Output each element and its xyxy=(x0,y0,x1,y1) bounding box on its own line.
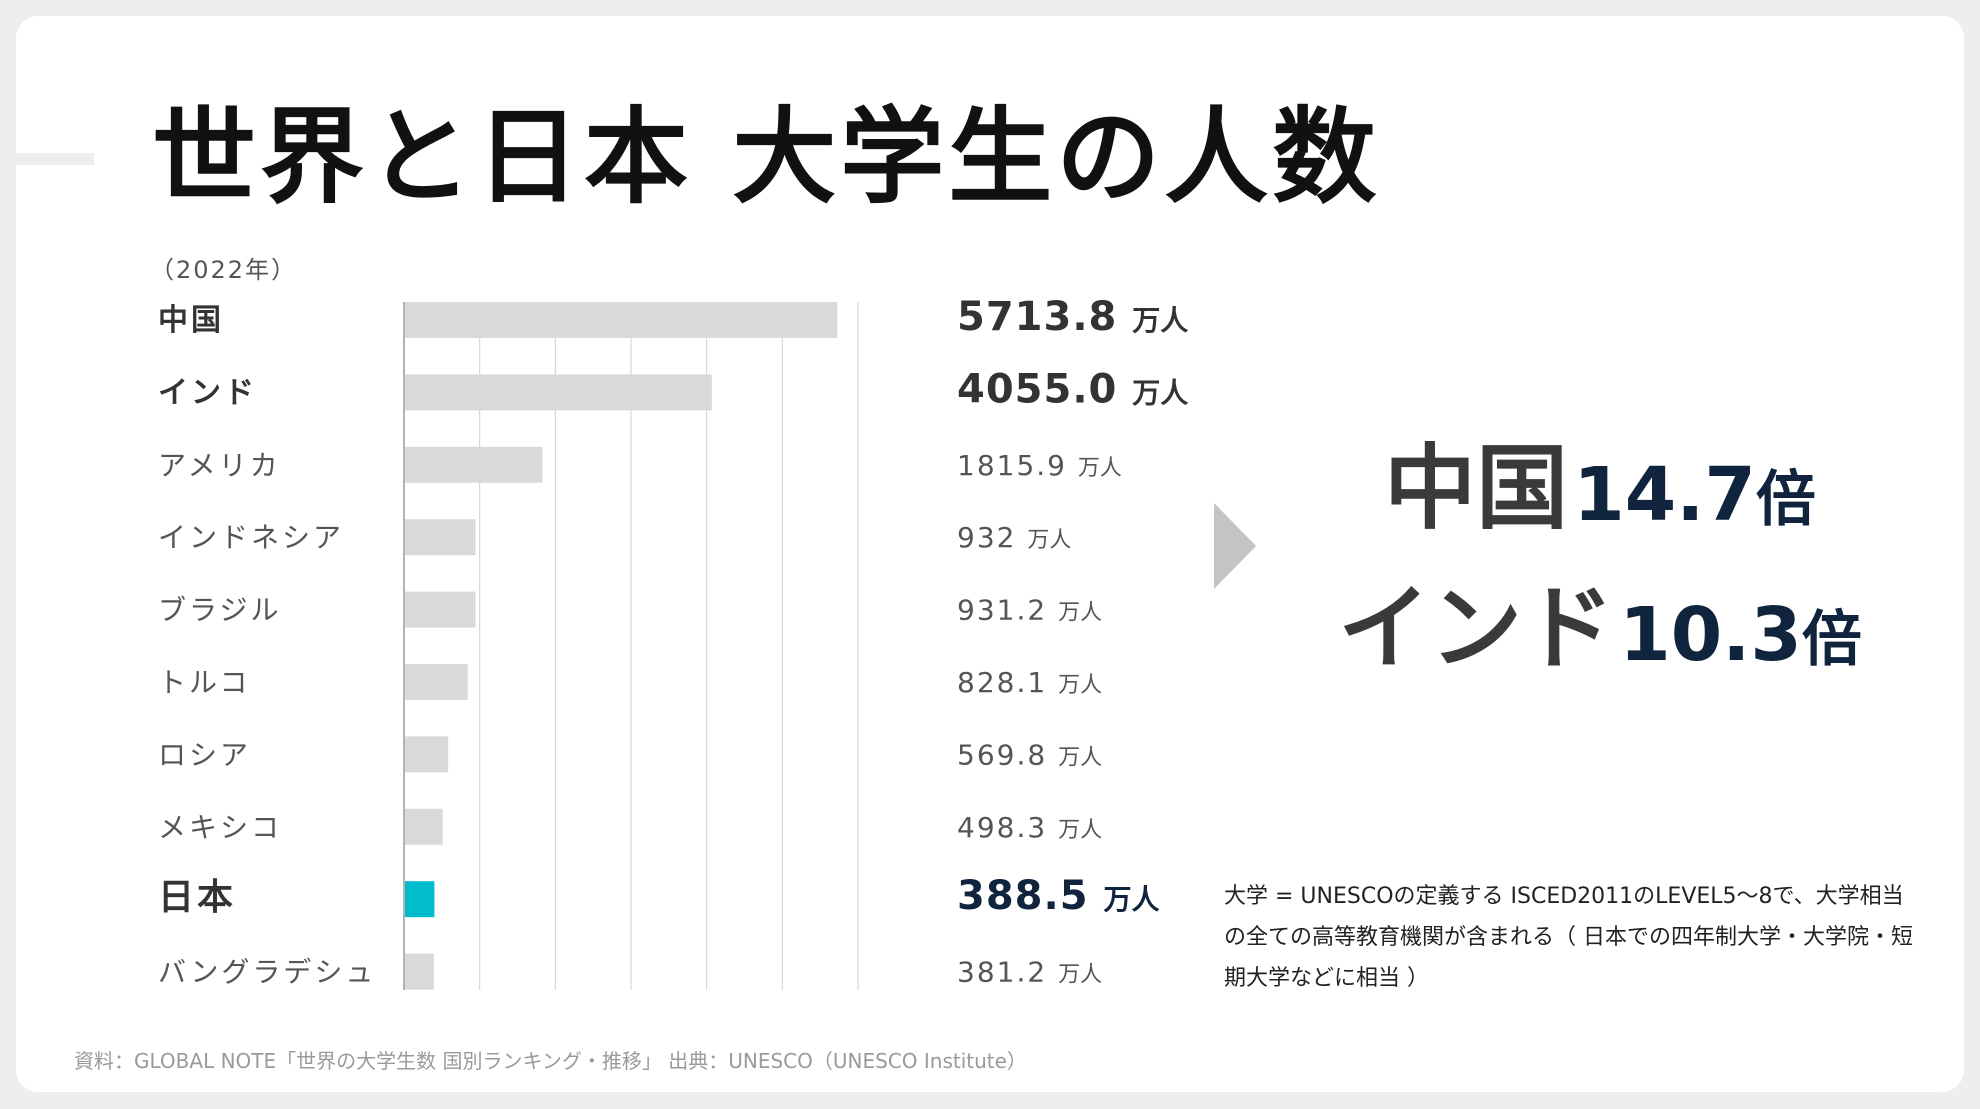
value-label: 828.1 万人 xyxy=(957,666,1102,699)
callout-multiplier: 10.3 xyxy=(1619,592,1802,678)
category-label: ブラジル xyxy=(158,594,281,627)
source-citation: 資料：GLOBAL NOTE「世界の大学生数 国別ランキング・推移」 出典：UN… xyxy=(74,1049,1027,1073)
callout-country: 中国 xyxy=(1384,435,1569,542)
value-label: 569.8 万人 xyxy=(957,738,1102,771)
category-label: アメリカ xyxy=(158,449,281,482)
value-label: 1815.9 万人 xyxy=(957,449,1122,482)
callout-country: インド xyxy=(1338,575,1615,682)
callout-china: 中国 14.7倍 xyxy=(1300,438,1900,539)
bar xyxy=(405,881,435,918)
callout-unit: 倍 xyxy=(1801,605,1862,675)
year-label: （2022年） xyxy=(150,256,298,284)
value-label: 931.2 万人 xyxy=(957,594,1102,627)
callout-unit: 倍 xyxy=(1755,465,1816,535)
callout-multiplier: 14.7 xyxy=(1573,452,1756,538)
category-label: トルコ xyxy=(158,666,250,699)
accent-line xyxy=(16,153,94,165)
bar xyxy=(405,519,476,556)
bar xyxy=(405,953,434,990)
category-label: インドネシア xyxy=(158,521,344,554)
bar xyxy=(405,446,543,483)
bar xyxy=(405,302,838,338)
bar xyxy=(405,664,468,700)
value-label: 381.2 万人 xyxy=(957,956,1102,989)
value-label: 5713.8 万人 xyxy=(957,294,1188,340)
definition-note: 大学 = UNESCOの定義する ISCED2011のLEVEL5～8で、大学相… xyxy=(1224,884,1913,991)
value-label: 4055.0 万人 xyxy=(957,366,1188,412)
value-label: 388.5 万人 xyxy=(957,873,1159,919)
bar xyxy=(405,808,443,845)
bar xyxy=(405,736,449,773)
page-title: 世界と日本 大学生の人数 xyxy=(152,96,1381,218)
category-label: バングラデシュ xyxy=(158,956,376,989)
value-label: 932 万人 xyxy=(957,521,1071,554)
callout-india: インド 10.3倍 xyxy=(1300,578,1900,679)
category-label: インド xyxy=(158,375,257,410)
bar xyxy=(405,591,476,628)
triangle-right-icon xyxy=(1214,503,1256,589)
bar xyxy=(405,374,712,411)
category-label: 中国 xyxy=(158,303,224,338)
category-label: ロシア xyxy=(158,738,251,771)
value-label: 498.3 万人 xyxy=(957,811,1102,844)
category-label: 日本 xyxy=(158,877,236,918)
slide-card xyxy=(16,16,1964,1092)
category-label: メキシコ xyxy=(158,811,282,844)
